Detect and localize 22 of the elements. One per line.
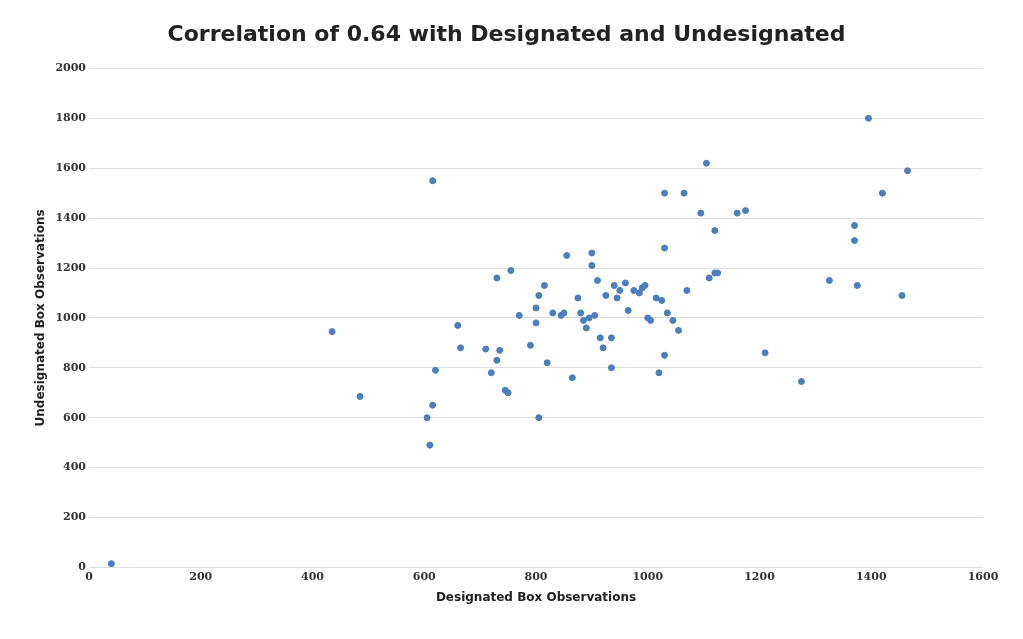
chart-title: Correlation of 0.64 with Designated and Undesignated xyxy=(167,20,846,46)
y-tick-label: 0 xyxy=(78,560,87,574)
y-tick-label: 1000 xyxy=(55,310,87,324)
x-tick-label: 1200 xyxy=(744,569,776,583)
y-tick-label: 1200 xyxy=(55,260,87,274)
y-axis-title: Undesignated Box Observations xyxy=(33,209,48,427)
x-tick-label: 1600 xyxy=(967,569,999,583)
y-tick-label: 1600 xyxy=(55,161,87,175)
x-tick-label: 400 xyxy=(301,569,325,583)
y-tick-label: 800 xyxy=(63,360,87,374)
y-tick-label: 1400 xyxy=(55,210,87,224)
x-tick-label: 600 xyxy=(412,569,437,583)
y-tick-label: 400 xyxy=(63,460,87,474)
y-tick-label: 600 xyxy=(63,410,87,424)
y-tick-label: 2000 xyxy=(55,61,87,75)
y-tick-label: 1800 xyxy=(55,111,87,125)
x-tick-label: 200 xyxy=(189,569,213,583)
x-tick-label: 1400 xyxy=(855,569,887,583)
x-tick-label: 1000 xyxy=(632,569,664,583)
x-tick-label: 800 xyxy=(524,569,548,583)
y-tick-label: 200 xyxy=(63,510,87,524)
x-axis-title: Designated Box Observations xyxy=(435,589,637,604)
